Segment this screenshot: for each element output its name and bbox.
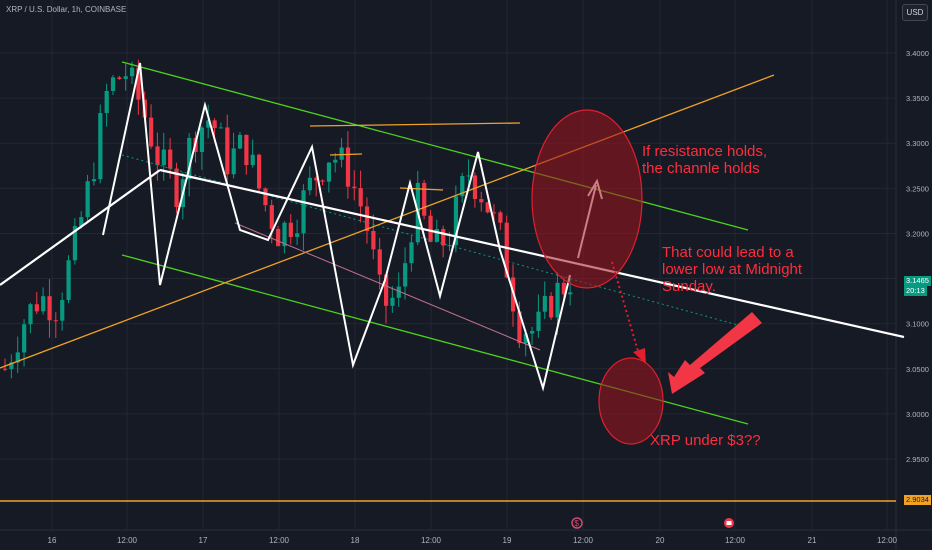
candle-body (530, 331, 534, 334)
candle-body (365, 206, 369, 231)
candle-body (359, 188, 363, 206)
candle-body (428, 216, 432, 242)
candle-body (219, 127, 223, 128)
x-tick-label: 12:00 (117, 536, 138, 545)
candle-body (498, 212, 502, 222)
y-tick-label: 3.3000 (906, 139, 929, 148)
candle-body (22, 324, 26, 352)
candle-body (111, 77, 115, 91)
candle-body (130, 68, 134, 77)
candle-body (390, 298, 394, 306)
x-tick-label: 16 (48, 536, 57, 545)
countdown-tag: 20:13 (904, 286, 927, 296)
candle-body (543, 296, 547, 312)
candle-body (403, 263, 407, 286)
candle-body (41, 296, 45, 311)
candle-body (213, 120, 217, 128)
candle-body (225, 127, 229, 174)
candle-body (86, 181, 90, 217)
candle-body (54, 320, 58, 321)
candle-body (479, 199, 483, 202)
candle-body (555, 283, 559, 318)
candle-body (270, 205, 274, 229)
x-tick-label: 20 (656, 536, 665, 545)
annotation-resistance: If resistance holds, the channle holds (642, 143, 767, 177)
x-tick-label: 12:00 (573, 536, 594, 545)
candle-body (327, 163, 331, 182)
candle-body (162, 150, 166, 166)
candle-body (276, 229, 280, 246)
candle-body (257, 155, 261, 189)
candle-body (295, 233, 299, 237)
candle-body (340, 148, 344, 160)
candle-body (244, 135, 248, 165)
x-tick-label: 17 (199, 536, 208, 545)
y-tick-label: 3.2000 (906, 229, 929, 238)
candle-body (47, 296, 51, 320)
candle-body (536, 312, 540, 331)
y-tick-label: 3.0500 (906, 365, 929, 374)
candle-body (371, 231, 375, 249)
y-tick-label: 2.9500 (906, 455, 929, 464)
currency-button[interactable]: USD (902, 4, 928, 21)
candle-body (422, 183, 426, 216)
candle-body (92, 179, 96, 181)
candle-body (105, 91, 109, 113)
x-tick-label: 12:00 (269, 536, 290, 545)
level-price-tag: 2.9034 (904, 495, 931, 505)
candle-body (232, 148, 236, 174)
x-tick-label: 21 (808, 536, 817, 545)
candle-body (301, 190, 305, 233)
candle-body (308, 178, 312, 190)
y-tick-label: 3.4000 (906, 49, 929, 58)
svg-text:$: $ (574, 519, 579, 528)
candle-body (155, 146, 159, 165)
candle-body (28, 304, 32, 324)
earnings-icon[interactable] (723, 517, 735, 531)
x-tick-label: 12:00 (877, 536, 898, 545)
annotation-question: XRP under $3?? (650, 432, 761, 449)
candle-body (251, 155, 255, 165)
candle-body (321, 180, 325, 181)
candle-body (124, 76, 128, 79)
candle-body (60, 300, 64, 321)
current-price-tag: 3.1465 (904, 276, 931, 286)
candle-body (35, 304, 39, 311)
dividend-icon[interactable]: $ (571, 517, 583, 531)
candle-body (67, 260, 71, 300)
y-tick-label: 3.3500 (906, 94, 929, 103)
candle-body (3, 369, 7, 370)
candle-body (200, 128, 204, 152)
candle-body (333, 160, 337, 163)
y-tick-label: 3.2500 (906, 184, 929, 193)
x-tick-label: 19 (503, 536, 512, 545)
y-tick-label: 3.0000 (906, 410, 929, 419)
candle-body (346, 148, 350, 187)
candle-body (168, 150, 172, 169)
candle-body (238, 135, 242, 149)
y-tick-label: 3.1000 (906, 320, 929, 329)
candle-body (378, 249, 382, 274)
candle-body (409, 242, 413, 263)
candle-body (263, 188, 267, 205)
candle-body (568, 292, 572, 294)
annotation-lower-low: That could lead to a lower low at Midnig… (662, 244, 802, 295)
candle-body (289, 223, 293, 237)
candle-body (149, 118, 153, 147)
candle-body (352, 187, 356, 188)
candle-body (98, 113, 102, 179)
symbol-header: XRP / U.S. Dollar, 1h, COINBASE (6, 5, 126, 14)
x-tick-label: 12:00 (421, 536, 442, 545)
x-tick-label: 12:00 (725, 536, 746, 545)
candle-body (549, 296, 553, 318)
candle-body (467, 175, 471, 176)
candle-body (117, 77, 121, 79)
resistance-ellipse (532, 110, 642, 288)
x-tick-label: 18 (351, 536, 360, 545)
